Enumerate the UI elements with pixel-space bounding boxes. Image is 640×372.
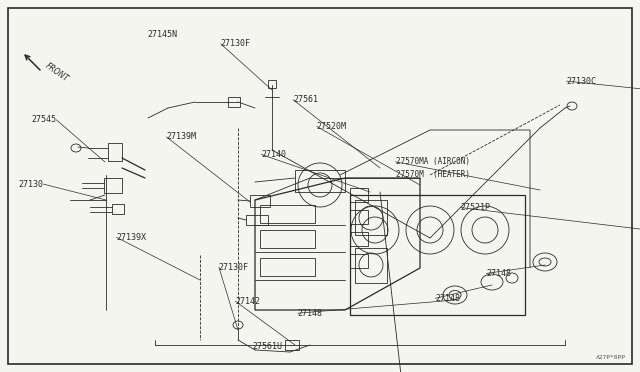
Bar [104,178,122,193]
Bar [268,80,276,88]
Bar [260,230,315,248]
Text: 27139M: 27139M [166,132,196,141]
Text: 27561U: 27561U [253,342,282,351]
Text: 27148: 27148 [435,294,460,303]
Text: 27145N: 27145N [148,30,178,39]
Text: 27570MA (AIRCON): 27570MA (AIRCON) [396,157,470,166]
Bar [260,258,315,276]
Bar [350,188,368,202]
Text: FRONT: FRONT [44,62,70,84]
Bar [250,195,270,207]
Bar [350,254,368,268]
Text: 27140: 27140 [261,150,286,159]
Text: 27561: 27561 [293,95,318,104]
Text: 27130: 27130 [19,180,44,189]
Bar [350,232,368,246]
Bar [260,205,315,223]
Bar [108,143,122,161]
Text: 27130C: 27130C [566,77,596,86]
Text: 27130F: 27130F [221,39,251,48]
Bar [246,215,268,225]
Text: 27130F: 27130F [219,263,249,272]
Text: 27545: 27545 [31,115,56,124]
Text: A27P*0PP: A27P*0PP [596,355,626,360]
Text: 27139X: 27139X [116,233,147,242]
Bar [350,210,368,224]
Bar [228,97,240,107]
Text: 27148: 27148 [486,269,511,278]
Text: 27520M: 27520M [317,122,347,131]
Text: 27148: 27148 [298,309,323,318]
Bar [285,340,299,350]
Bar [355,200,387,235]
Bar [112,204,124,214]
Bar [355,248,387,283]
Text: 27570M  (HEATER): 27570M (HEATER) [396,170,470,179]
Bar [295,170,345,192]
Bar [350,195,525,315]
Text: 27142: 27142 [236,297,260,306]
Text: 27521P: 27521P [461,203,491,212]
